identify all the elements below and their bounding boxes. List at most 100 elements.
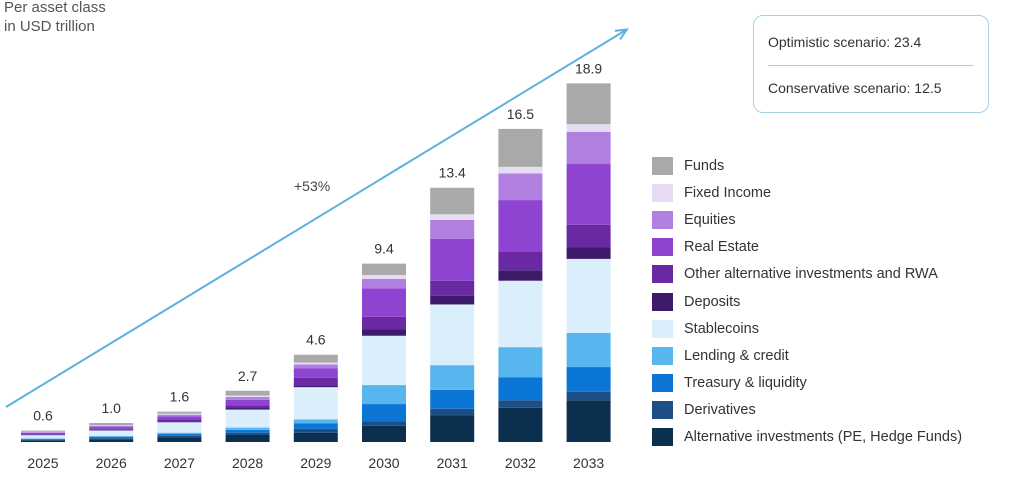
bar-segment [566, 164, 611, 225]
bar-segment [430, 220, 475, 239]
chart-legend: Funds Fixed Income Equities Real Estate Othe… [652, 152, 962, 451]
bar-segment [430, 295, 475, 305]
bar-segment [157, 434, 202, 436]
legend-swatch [652, 156, 673, 175]
legend-item: Deposits [652, 288, 962, 315]
bar-segment [362, 425, 406, 442]
bar-segment [157, 416, 202, 420]
legend-swatch [652, 346, 673, 365]
legend-swatch [652, 265, 673, 284]
bar-segment [566, 391, 611, 401]
bar-segment [225, 395, 270, 398]
legend-item: Stablecoins [652, 315, 962, 342]
legend-label: Lending & credit [684, 347, 789, 364]
bar-segment [21, 438, 65, 440]
bar-segment [498, 280, 543, 348]
bar-segment [566, 258, 611, 333]
legend-swatch [652, 183, 673, 202]
legend-swatch [652, 428, 673, 447]
bar-segment [566, 247, 611, 259]
bar-segment [157, 413, 202, 415]
x-tick-label: 2027 [164, 455, 195, 471]
growth-annotation: +53% [294, 178, 331, 194]
bar-segment [21, 440, 65, 442]
bar-segment [89, 426, 134, 429]
bar-segment [21, 432, 65, 435]
bar-segment [225, 408, 270, 410]
legend-item: Alternative investments (PE, Hedge Funds… [652, 424, 962, 451]
bar-segment [566, 400, 611, 442]
bar-segment [89, 425, 134, 426]
bar-segment [566, 83, 611, 125]
legend-label: Other alternative investments and RWA [684, 266, 938, 283]
bar-segment [293, 385, 338, 388]
bar-segment [293, 419, 338, 424]
bar-total-label: 18.9 [575, 60, 602, 76]
bar-segment [430, 365, 475, 390]
bar-segment [157, 432, 202, 435]
bar-total-label: 13.4 [439, 165, 466, 181]
legend-item: Equities [652, 206, 962, 233]
bar-segment [362, 275, 406, 279]
scenario-box: Optimistic scenario: 23.4 Conservative s… [753, 15, 989, 113]
legend-label: Alternative investments (PE, Hedge Funds… [684, 429, 963, 446]
bar-segment [362, 404, 406, 422]
bar-segment [157, 414, 202, 417]
bar-segment [89, 430, 134, 436]
bar-segment [430, 304, 475, 366]
bar-segment [21, 435, 65, 439]
legend-item: Fixed Income [652, 179, 962, 206]
x-tick-label: 2025 [27, 455, 58, 471]
bar-segment [498, 270, 543, 281]
bar-total-label: 1.6 [170, 389, 190, 405]
x-tick-label: 2033 [573, 455, 604, 471]
bar-total-label: 4.6 [306, 332, 326, 348]
x-tick-label: 2028 [232, 455, 263, 471]
bar-segment [430, 238, 475, 281]
bar-segment [157, 422, 202, 433]
legend-swatch [652, 374, 673, 393]
legend-label: Derivatives [684, 402, 756, 419]
bar-segment [430, 408, 475, 416]
x-tick-label: 2029 [300, 455, 331, 471]
bar-segment [21, 439, 65, 441]
optimistic-scenario: Optimistic scenario: 23.4 [768, 34, 922, 50]
bar-segment [430, 187, 475, 215]
bar-segment [498, 173, 543, 201]
x-tick-label: 2031 [437, 455, 468, 471]
x-tick-label: 2032 [505, 455, 536, 471]
x-tick-label: 2026 [96, 455, 127, 471]
bar-segment [362, 421, 406, 426]
bar-segment [225, 399, 270, 406]
bar-segment [157, 411, 202, 414]
bar-segment [498, 377, 543, 401]
bar-segment [89, 429, 134, 431]
bar-segment [498, 200, 543, 252]
bar-total-label: 1.0 [101, 400, 121, 416]
bar-segment [362, 288, 406, 317]
legend-swatch [652, 210, 673, 229]
legend-item: Lending & credit [652, 342, 962, 369]
legend-item: Funds [652, 152, 962, 179]
bar-segment [498, 407, 543, 442]
bar-segment [566, 224, 611, 248]
legend-swatch [652, 238, 673, 257]
legend-swatch [652, 401, 673, 420]
bar-segment [362, 329, 406, 336]
bar-segment [225, 397, 270, 400]
legend-label: Funds [684, 157, 725, 174]
legend-label: Fixed Income [684, 184, 772, 201]
bar-segment [362, 278, 406, 289]
bar-segment [293, 377, 338, 386]
bar-segment [225, 429, 270, 433]
bar-segment [293, 423, 338, 429]
bar-segment [498, 251, 543, 271]
bar-segment [89, 425, 134, 427]
bar-segment [430, 415, 475, 442]
bar-segment [498, 166, 543, 174]
legend-item: Treasury & liquidity [652, 370, 962, 397]
bar-segment [498, 400, 543, 408]
legend-swatch [652, 319, 673, 338]
bar-segment [89, 428, 134, 430]
bar-segment [498, 128, 543, 167]
